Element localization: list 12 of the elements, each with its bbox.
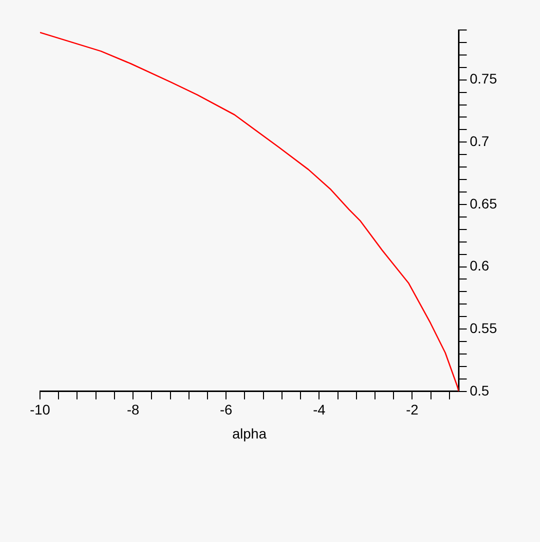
y-tick-label: 0.55 (470, 320, 498, 336)
y-tick-label: 0.5 (470, 382, 490, 398)
y-tick-label: 0.6 (470, 258, 490, 274)
x-tick-label: -2 (406, 402, 419, 418)
x-tick-label: -10 (30, 402, 50, 418)
x-tick-label: -4 (312, 402, 326, 418)
x-tick-label: -6 (220, 402, 233, 418)
y-tick-label: 0.75 (470, 70, 498, 87)
y-tick-label: 0.65 (470, 195, 498, 212)
x-axis-title: alpha (232, 425, 267, 442)
x-tick-label: -8 (126, 402, 140, 418)
y-tick-label: 0.7 (470, 133, 490, 150)
